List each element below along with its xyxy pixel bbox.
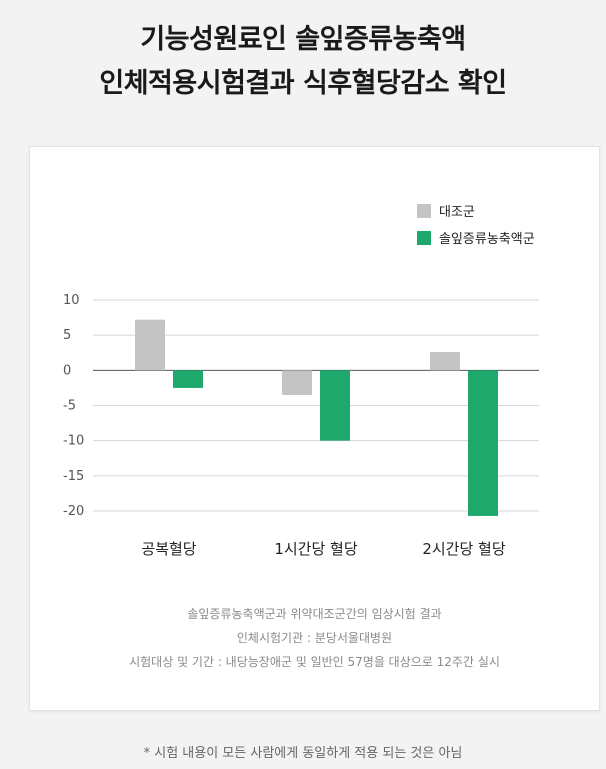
note-subjects-period: 시험대상 및 기간 : 내당능장애군 및 일반인 57명을 대상으로 12주간 … xyxy=(129,655,500,669)
legend-label: 대조군 xyxy=(439,205,475,220)
y-tick-label: 10 xyxy=(63,293,80,308)
y-tick-label: -10 xyxy=(63,434,84,449)
y-tick-label: 0 xyxy=(63,363,71,378)
headline-line-1: 기능성원료인 솔잎증류농축액 xyxy=(140,24,466,55)
y-tick-label: -15 xyxy=(63,469,84,484)
y-tick-label: -5 xyxy=(63,399,76,414)
note-institution: 인체시험기관 : 분당서울대병원 xyxy=(236,631,393,645)
headline-line-2: 인체적용시험결과 식후혈당감소 확인 xyxy=(99,68,507,99)
headline: 기능성원료인 솔잎증류농축액 인체적용시험결과 식후혈당감소 확인 xyxy=(0,18,606,106)
y-tick-label: -20 xyxy=(63,504,84,519)
x-category-label: 2시간당 혈당 xyxy=(422,540,506,558)
x-category-label: 공복혈당 xyxy=(141,540,196,558)
bar-treatment-2 xyxy=(468,370,498,516)
study-notes: 솔잎증류농축액군과 위약대조군간의 임상시험 결과 인체시험기관 : 분당서울대… xyxy=(30,602,599,674)
disclaimer-footnote: * 시험 내용이 모든 사람에게 동일하게 적용 되는 것은 아님 xyxy=(143,746,463,761)
legend-label: 솔잎증류농축액군 xyxy=(439,232,535,247)
bar-treatment-0 xyxy=(173,370,203,388)
x-category-label: 1시간당 혈당 xyxy=(274,540,358,558)
bar-control-0 xyxy=(135,319,165,371)
legend-swatch xyxy=(417,204,431,218)
bar-chart: 10 5 0 -5 -10 -15 -20 공복혈당 1시간당 혈당 2시간당 혈당 대조군솔잎증류… xyxy=(63,204,539,558)
bar-control-2 xyxy=(430,352,460,371)
bar-control-1 xyxy=(282,370,312,395)
legend-swatch xyxy=(417,231,431,245)
note-study-comparison: 솔잎증류농축액군과 위약대조군간의 임상시험 결과 xyxy=(187,607,442,621)
bar-treatment-1 xyxy=(320,370,350,441)
y-tick-label: 5 xyxy=(63,328,71,343)
